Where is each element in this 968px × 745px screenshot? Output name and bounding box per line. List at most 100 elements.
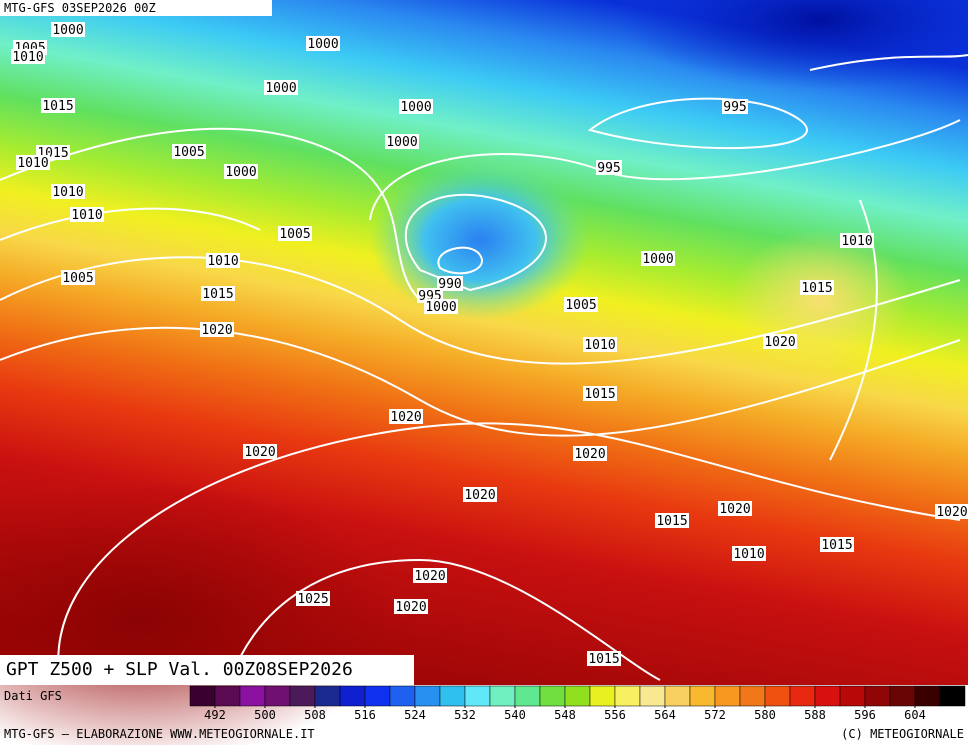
colorbar-swatch <box>364 685 391 707</box>
isobar-label: 1010 <box>584 338 615 353</box>
colorbar-swatch <box>189 685 216 707</box>
isobar-label: 1010 <box>17 156 48 171</box>
isobar-label: 1000 <box>307 37 338 52</box>
isobar-label-box <box>394 599 428 614</box>
isobar-label: 1010 <box>12 50 43 65</box>
colorbar-tick-label: 564 <box>654 708 676 722</box>
colorbar-tick-label: 500 <box>254 708 276 722</box>
colorbar-swatch <box>589 685 616 707</box>
colorbar-swatch <box>389 685 416 707</box>
isobar-label: 1015 <box>588 652 619 667</box>
isobar-label: 1010 <box>52 185 83 200</box>
colorbar-swatch <box>764 685 791 707</box>
isobar-label: 1020 <box>395 600 426 615</box>
isobar-label-box <box>389 409 423 424</box>
isobar-label-box <box>655 513 689 528</box>
isobar-label-box <box>437 276 463 291</box>
colorbar-swatch <box>314 685 341 707</box>
isobar-label-box <box>41 98 75 113</box>
isobar-label-box <box>820 537 854 552</box>
colorbar-swatch <box>564 685 591 707</box>
colorbar-swatch <box>539 685 566 707</box>
isobar-label-box <box>583 337 617 352</box>
colorbar-swatch <box>814 685 841 707</box>
isobar-label: 1005 <box>173 145 204 160</box>
isobar-label-box <box>11 49 45 64</box>
isobar-label-box <box>399 99 433 114</box>
colorbar-swatch <box>939 685 966 707</box>
isobar-label-box <box>463 487 497 502</box>
isobar-label-box <box>763 334 797 349</box>
isobar-label-box <box>587 651 621 666</box>
isobar-label: 1000 <box>425 300 456 315</box>
isobar-label: 1015 <box>656 514 687 529</box>
isobar-label-box <box>51 184 85 199</box>
isobar-label: 1020 <box>464 488 495 503</box>
colorbar-swatch <box>289 685 316 707</box>
isobar-label: 1010 <box>207 254 238 269</box>
colorbar-swatch <box>614 685 641 707</box>
colorbar-swatch <box>864 685 891 707</box>
isobar-label: 1010 <box>71 208 102 223</box>
colorbar-tick-label: 596 <box>854 708 876 722</box>
colorbar-swatch <box>339 685 366 707</box>
isobar-label-box <box>51 22 85 37</box>
isobar-label-box <box>206 253 240 268</box>
colorbar-tick-label: 604 <box>904 708 926 722</box>
isobar-label-box <box>583 386 617 401</box>
isobar-label-box <box>16 155 50 170</box>
isobar-label: 1000 <box>386 135 417 150</box>
isobar-labels: 1000 1005 1010 1000 1000 1015 1000 995 1015 1010 1… <box>11 22 968 667</box>
isobar-label: 1015 <box>821 538 852 553</box>
colorbar-tick-label: 588 <box>804 708 826 722</box>
colorbar-swatch <box>439 685 466 707</box>
colorbar-tick-label: 580 <box>754 708 776 722</box>
isobar-label-box <box>800 280 834 295</box>
colorbar: 492 500 508 516 524 532 540 548 556 564 572 580 588 5… <box>189 685 966 722</box>
isobar-label-box <box>296 591 330 606</box>
colorbar-swatch <box>664 685 691 707</box>
credit: MTG-GFS — ELABORAZIONE WWW.METEOGIORNALE… <box>4 727 315 741</box>
colorbar-swatch <box>639 685 666 707</box>
colorbar-tick-label: 572 <box>704 708 726 722</box>
isobar-label: 1025 <box>297 592 328 607</box>
colorbar-swatch <box>839 685 866 707</box>
isobar-label: 1000 <box>265 81 296 96</box>
isobar-label-box <box>413 568 447 583</box>
colorbar-tick-label: 540 <box>504 708 526 722</box>
isobar-label: 1000 <box>52 23 83 38</box>
isobar-label-box <box>935 504 968 519</box>
isobar-label-box <box>70 207 104 222</box>
isobar-label-box <box>641 251 675 266</box>
isobar-label-box <box>424 299 458 314</box>
colorbar-tick-label: 508 <box>304 708 326 722</box>
isobar-label: 1020 <box>574 447 605 462</box>
isobar-label-box <box>306 36 340 51</box>
isobar-label-box <box>243 444 277 459</box>
isobar-label: 1000 <box>642 252 673 267</box>
colorbar-tick-label: 516 <box>354 708 376 722</box>
colorbar-tick-label: 492 <box>204 708 226 722</box>
colorbar-swatch <box>714 685 741 707</box>
run-box: MTG-GFS 03SEP2026 00Z <box>0 0 272 16</box>
isobar-label-box <box>718 501 752 516</box>
isobar-label: 1020 <box>414 569 445 584</box>
isobar-label-box <box>732 546 766 561</box>
colorbar-swatch <box>514 685 541 707</box>
isobar-label-box <box>172 144 206 159</box>
copyright: (C) METEOGIORNALE <box>841 727 964 741</box>
isobar-label: 1010 <box>841 234 872 249</box>
isobar-label: 1015 <box>42 99 73 114</box>
colorbar-swatch <box>914 685 941 707</box>
isobar-label: 995 <box>723 100 746 115</box>
colorbar-swatch <box>464 685 491 707</box>
title: GPT Z500 + SLP Val. 00Z08SEP2026 <box>6 659 353 680</box>
colorbar-swatch <box>789 685 816 707</box>
isobar-label: 1020 <box>201 323 232 338</box>
colorbar-swatch <box>414 685 441 707</box>
isobar-label: 990 <box>438 277 461 292</box>
isobar-label-box <box>722 99 748 114</box>
isobar-label-box <box>564 297 598 312</box>
